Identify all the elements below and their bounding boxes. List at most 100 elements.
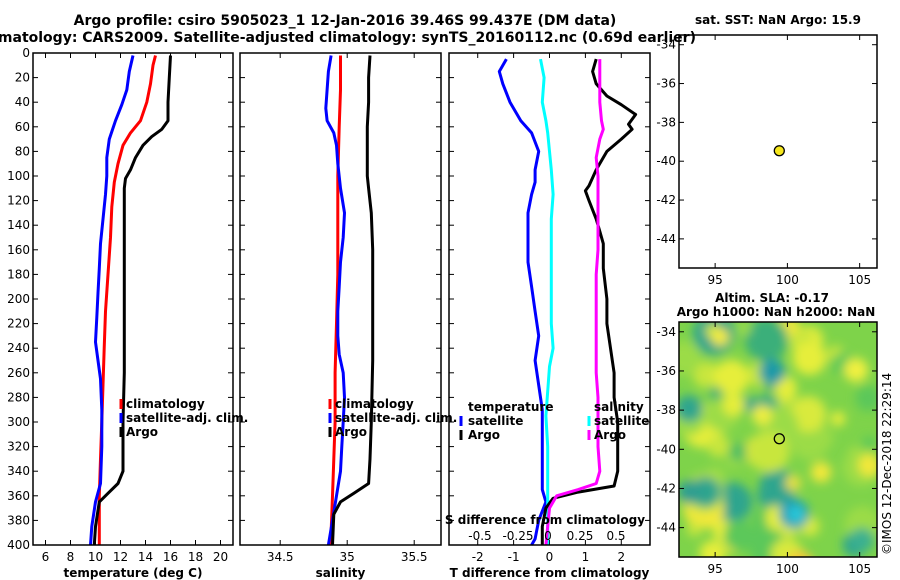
x-axis-label: salinity <box>316 566 366 580</box>
sla-blob <box>679 395 703 423</box>
y-tick-label: 260 <box>7 366 30 380</box>
sst-map: 95 100 105 -34 -36 -38 -40 -42 -44 <box>656 34 878 287</box>
map-y-tick-label: -36 <box>656 364 676 378</box>
sla-blob <box>758 468 797 506</box>
salinity-panel: 34.5 35 35.5 salinity climatologysatellite-a… <box>239 52 457 580</box>
legend-label: climatology <box>126 397 205 411</box>
series-line-satellite-adj-clim- <box>89 55 135 546</box>
sla-blob <box>686 521 702 537</box>
sla-blob <box>744 322 788 362</box>
y-tick-label: 140 <box>7 218 30 232</box>
map-y-tick-label: -42 <box>656 481 676 495</box>
sla-blob <box>790 395 827 432</box>
top-tick-label: -0.5 <box>468 529 491 543</box>
sla-blob <box>810 461 832 483</box>
sla-blob <box>722 393 745 417</box>
x-tick-label: 12 <box>113 550 128 564</box>
series-line-argo <box>92 55 172 546</box>
sla-feature <box>759 359 785 385</box>
legend-label: satellite-adj. clim. <box>126 411 248 425</box>
map-y-tick-label: -40 <box>656 154 676 168</box>
sla-blob <box>830 411 846 427</box>
sla-feature <box>729 443 747 461</box>
y-tick-label: 360 <box>7 489 30 503</box>
sla-map: 95 100 105 -34 -36 -38 -40 -42 -44 <box>656 321 878 576</box>
map-x-tick-label: 95 <box>707 273 722 287</box>
difference-panel: -2 -1 0 1 2 T difference from climatology temp… <box>445 52 651 580</box>
sla-feature <box>785 475 801 491</box>
sla-feature <box>752 405 772 425</box>
sla-blob <box>748 431 790 473</box>
legend-label: satellite-adj. clim. <box>335 411 457 425</box>
sla-blobs <box>679 322 877 557</box>
map-y-tick-label: -38 <box>656 115 676 129</box>
series-line-argo <box>331 55 375 546</box>
x-tick-label: 10 <box>88 550 103 564</box>
legend-label: satellite <box>594 414 649 428</box>
title-line-2: Climatology: CARS2009. Satellite-adjuste… <box>0 30 696 46</box>
sla-blob <box>737 322 752 336</box>
map-y-tick-label: -44 <box>656 521 676 535</box>
top-tick-label: -0.25 <box>502 529 533 543</box>
sla-blob <box>707 434 730 458</box>
x-tick-label: 34.5 <box>267 550 294 564</box>
y-tick-label: 280 <box>7 390 30 404</box>
legend-label: satellite <box>468 414 523 428</box>
sla-blob <box>858 453 877 477</box>
y-tick-label: 80 <box>15 144 30 158</box>
map-x-tick-label: 100 <box>776 562 799 576</box>
y-tick-label: 300 <box>7 415 30 429</box>
legend-title: temperature <box>468 400 553 414</box>
map-y-tick-label: -36 <box>656 77 676 91</box>
temperature-panel: 0 20 40 60 80 100 120 140 160 180 200 220 240 260 280 3… <box>7 46 248 580</box>
series-line-temperature-satellite <box>497 58 548 546</box>
top-tick-label: 0.25 <box>567 529 594 543</box>
map-x-tick-label: 105 <box>848 273 871 287</box>
map-y-tick-label: -38 <box>656 403 676 417</box>
sla-feature <box>679 480 702 504</box>
sla-blob <box>862 436 876 450</box>
y-tick-label: 320 <box>7 440 30 454</box>
sla-blob <box>814 427 834 448</box>
axes-frame <box>448 52 651 546</box>
x-tick-label: 35 <box>340 550 355 564</box>
y-tick-label: 380 <box>7 513 30 527</box>
top-tick-label: 0.5 <box>606 529 625 543</box>
axes-frame <box>32 52 234 546</box>
map-y-tick-label: -42 <box>656 193 676 207</box>
map-y-tick-label: -44 <box>656 232 676 246</box>
y-tick-label: 20 <box>15 71 30 85</box>
x-tick-label: 16 <box>163 550 178 564</box>
sla-blob <box>855 385 877 412</box>
y-tick-label: 100 <box>7 169 30 183</box>
x-tick-label: 0 <box>546 550 554 564</box>
map-y-tick-label: -34 <box>656 325 676 339</box>
x-tick-label: 18 <box>188 550 203 564</box>
x-tick-label: 35.5 <box>401 550 428 564</box>
sst-map-title: sat. SST: NaN Argo: 15.9 <box>695 13 861 27</box>
top-tick-label: 0 <box>544 529 552 543</box>
legend-label: Argo <box>594 428 626 442</box>
x-tick-label: 1 <box>582 550 590 564</box>
x-tick-label: 6 <box>42 550 50 564</box>
legend-label: Argo <box>335 425 367 439</box>
legend-label: Argo <box>126 425 158 439</box>
x-tick-label: -2 <box>472 550 484 564</box>
map-frame <box>678 34 878 269</box>
series-line-salinity-satellite <box>539 58 555 545</box>
sla-blob <box>679 340 702 376</box>
x-axis-label: temperature (deg C) <box>64 566 203 580</box>
legend-label: Argo <box>468 428 500 442</box>
map-x-tick-label: 105 <box>848 562 871 576</box>
sla-map-title-2: Argo h1000: NaN h2000: NaN <box>677 305 876 319</box>
sla-heatmap <box>679 322 877 557</box>
x-axis-label: T difference from climatology <box>450 566 650 580</box>
x-tick-label: 2 <box>617 550 625 564</box>
map-x-tick-label: 95 <box>707 562 722 576</box>
sla-blob <box>723 519 756 551</box>
sla-map-title-1: Altim. SLA: -0.17 <box>715 291 829 305</box>
y-tick-label: 200 <box>7 292 30 306</box>
series-line-climatology <box>97 55 157 545</box>
argo-float-marker <box>773 145 785 157</box>
y-tick-label: 400 <box>7 538 30 552</box>
